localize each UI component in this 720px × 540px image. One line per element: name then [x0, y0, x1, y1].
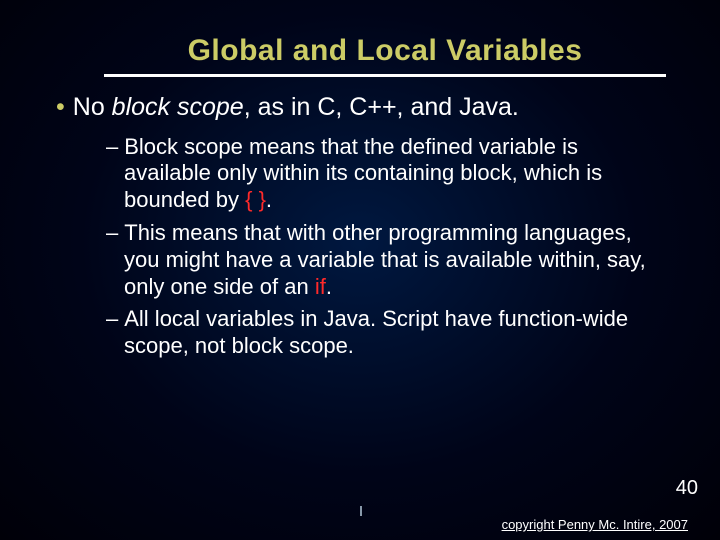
- l2-3-text: All local variables in Java. Script have…: [124, 306, 628, 358]
- slide-content: • No block scope, as in C, C++, and Java.…: [44, 91, 676, 360]
- copyright-text: copyright Penny Mc. Intire, 2007: [502, 517, 688, 532]
- bullet-level-2: –Block scope means that the defined vari…: [106, 134, 646, 214]
- bullet-level-2: –This means that with other programming …: [106, 220, 646, 300]
- bullet-glyph: •: [56, 93, 65, 121]
- slide-container: Global and Local Variables • No block sco…: [0, 0, 720, 540]
- bullet-level-2: –All local variables in Java. Script hav…: [106, 306, 646, 360]
- l2-1-pre: Block scope means that the defined varia…: [124, 134, 602, 213]
- code-span: if: [315, 274, 326, 299]
- dash-glyph: –: [106, 306, 118, 331]
- dash-glyph: –: [106, 134, 118, 159]
- slide-number: 40: [676, 477, 698, 500]
- footer-divider: [360, 506, 362, 516]
- code-span: { }: [245, 187, 266, 212]
- dash-glyph: –: [106, 220, 118, 245]
- l1-text-pre: No: [73, 93, 112, 121]
- bullet-level-1: • No block scope, as in C, C++, and Java.: [50, 91, 676, 124]
- l2-2-pre: This means that with other programming l…: [124, 220, 646, 299]
- slide-title: Global and Local Variables: [104, 34, 666, 77]
- l2-2-post: .: [326, 274, 332, 299]
- l2-1-post: .: [266, 187, 272, 212]
- l1-text-em: block scope: [112, 93, 244, 121]
- l1-text-post: , as in C, C++, and Java.: [244, 93, 519, 121]
